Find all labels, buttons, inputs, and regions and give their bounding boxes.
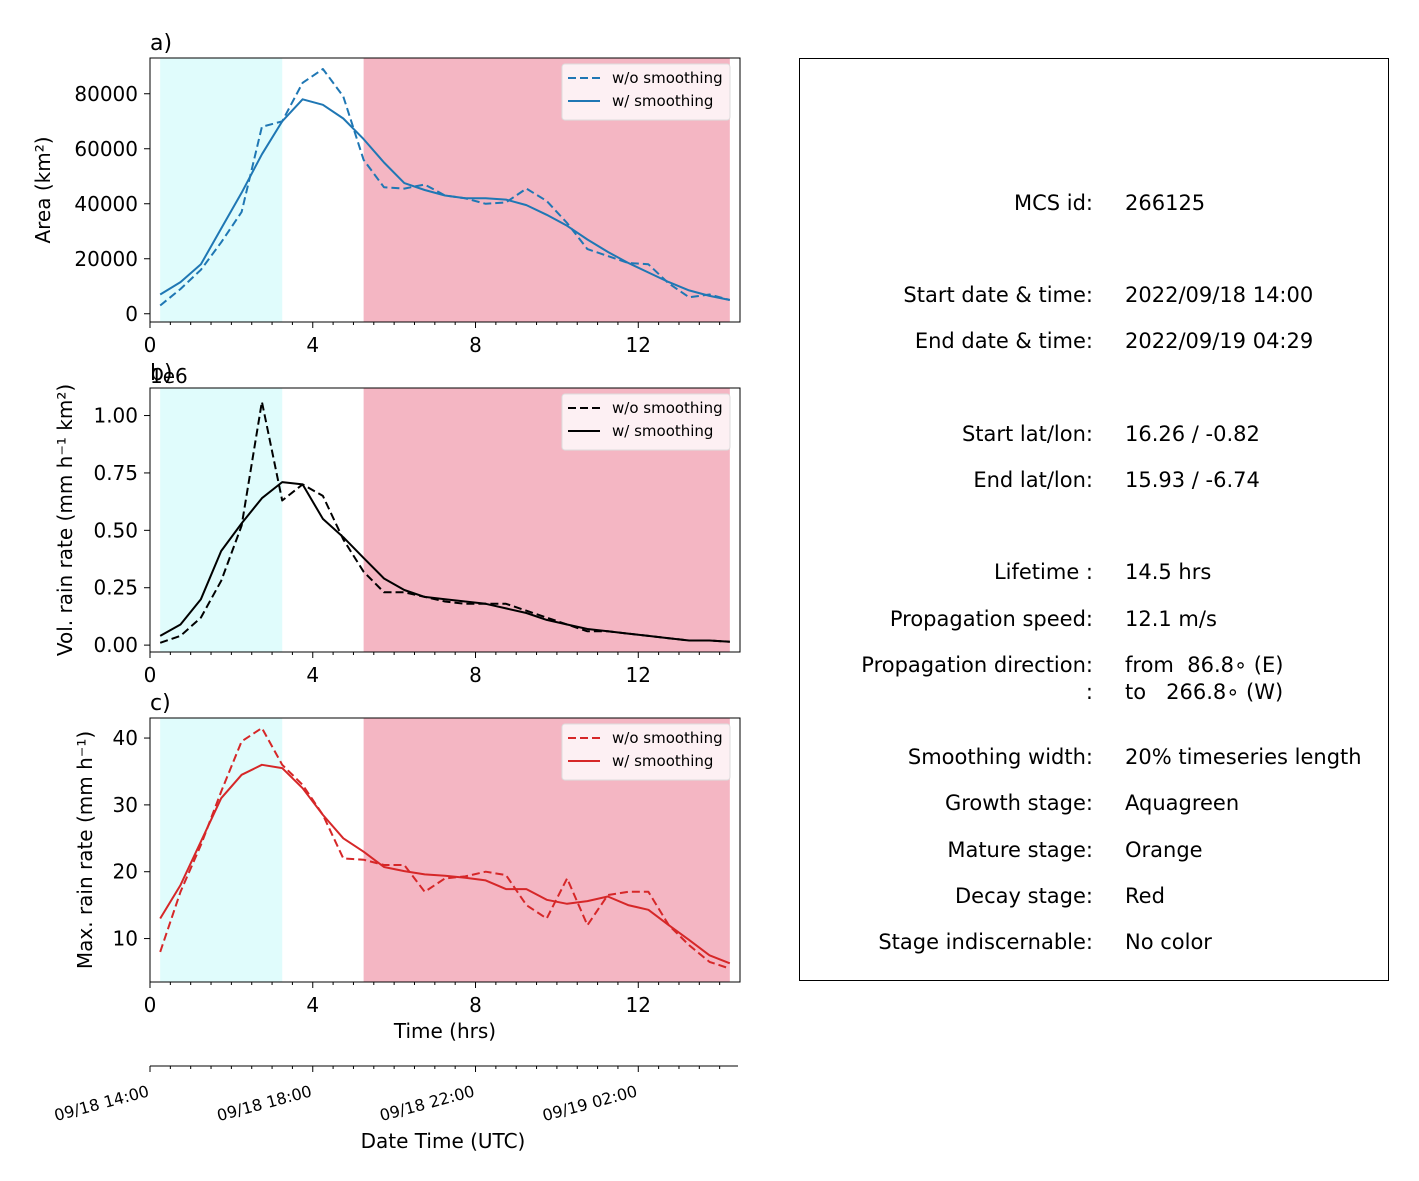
info-value: from 86.8∘ (E) (1125, 653, 1284, 677)
info-label: Smoothing width: (907, 745, 1093, 769)
series-line-smoothed (159, 98, 730, 301)
info-value: Red (1125, 884, 1165, 908)
datetime-axis: 09/18 14:00 09/18 18:00 09/18 22:00 09/19 0… (52, 1065, 738, 1153)
legend-label: w/o smoothing (612, 729, 723, 747)
info-label: Start date & time: (903, 283, 1093, 307)
info-label: MCS id: (1013, 191, 1093, 215)
y-axis-label: Max. rain rate (mm h⁻¹) (73, 731, 97, 969)
growth-stage-shade (160, 58, 283, 322)
x-tick-label: 0 (144, 663, 157, 687)
chart-panel-1: 0 20000 40000 60000 80000 0 4 8 12 a) Area (km²) w/… (31, 31, 741, 357)
y-tick-label: 0.25 (93, 576, 138, 600)
y-tick-label: 20 (113, 860, 138, 884)
mcs-info-panel: MCS id: 266125 Start date & time: 2022/0… (799, 58, 1389, 981)
info-label: End date & time: (914, 329, 1093, 353)
x-tick-label: 12 (626, 663, 651, 687)
y-tick-label: 60000 (74, 137, 138, 161)
series-line-raw (159, 68, 731, 307)
panel-label: b) (150, 361, 173, 386)
info-label: Mature stage: (947, 838, 1093, 862)
y-tick-label: 0.50 (93, 518, 138, 542)
panel-label: c) (150, 691, 171, 716)
growth-stage-shade (160, 718, 283, 982)
x-tick-label: 0 (144, 993, 157, 1017)
legend: w/o smoothing w/ smoothing (561, 63, 731, 121)
x-tick-label: 12 (626, 993, 651, 1017)
y-tick-label: 80000 (74, 82, 138, 106)
panel-label: a) (150, 31, 172, 56)
y-tick-label: 30 (113, 793, 138, 817)
info-label: End lat/lon: (973, 468, 1093, 492)
x-tick-label: 4 (306, 333, 319, 357)
x-axis-label: Time (hrs) (393, 1019, 496, 1043)
info-label: Growth stage: (944, 791, 1093, 815)
info-label: Propagation speed: (889, 607, 1093, 631)
info-value: Aquagreen (1125, 791, 1240, 815)
x-tick-label: 8 (469, 333, 482, 357)
legend-label: w/ smoothing (612, 422, 713, 440)
info-value: No color (1125, 930, 1212, 954)
legend-label: w/o smoothing (612, 399, 723, 417)
info-label: Lifetime : (993, 560, 1093, 584)
axis-offset-label: 1e6 (150, 364, 188, 388)
legend-box (561, 723, 731, 781)
info-value: 15.93 / -6.74 (1125, 468, 1260, 492)
legend-label: w/ smoothing (612, 752, 713, 770)
axes-frame (149, 717, 741, 983)
info-label: : (1085, 680, 1093, 704)
y-axis-label: Area (km²) (31, 136, 55, 243)
datetime-tick-label: 09/18 14:00 (52, 1082, 151, 1126)
growth-stage-shade (160, 388, 283, 652)
datetime-axis-label: Date Time (UTC) (361, 1129, 526, 1153)
x-tick-label: 4 (306, 993, 319, 1017)
legend-box (561, 393, 731, 451)
x-tick-label: 8 (469, 993, 482, 1017)
info-label: Propagation direction: (861, 653, 1093, 677)
info-value: 2022/09/18 14:00 (1125, 283, 1314, 307)
chart-panel-3: 10 20 30 40 0 4 8 12 c) Max. rain rate (mm h⁻¹) Ti… (73, 691, 741, 1043)
x-tick-label: 4 (306, 663, 319, 687)
info-value: Orange (1125, 838, 1203, 862)
x-tick-label: 12 (626, 333, 651, 357)
x-tick-label: 0 (144, 333, 157, 357)
datetime-tick-label: 09/18 18:00 (215, 1082, 314, 1126)
y-tick-label: 0 (125, 302, 138, 326)
axes-frame (149, 57, 741, 323)
x-tick-label: 8 (469, 663, 482, 687)
y-tick-label: 40 (113, 726, 138, 750)
legend-label: w/o smoothing (612, 69, 723, 87)
y-tick-label: 10 (113, 927, 138, 951)
y-tick-label: 40000 (74, 192, 138, 216)
info-value: 14.5 hrs (1125, 560, 1212, 584)
info-value: 16.26 / -0.82 (1125, 422, 1260, 446)
legend: w/o smoothing w/ smoothing (561, 723, 731, 781)
y-tick-label: 20000 (74, 247, 138, 271)
y-tick-label: 0.00 (93, 633, 138, 657)
y-tick-label: 0.75 (93, 461, 138, 485)
info-label: Start lat/lon: (961, 422, 1093, 446)
legend-label: w/ smoothing (612, 92, 713, 110)
axes-frame (149, 387, 741, 653)
chart-panel-2: 0.00 0.25 0.50 0.75 1.00 0 4 8 12 b)1e6 Vol. rain … (53, 361, 741, 687)
info-value: to 266.8∘ (W) (1125, 680, 1284, 704)
datetime-tick-label: 09/18 22:00 (378, 1082, 477, 1126)
legend: w/o smoothing w/ smoothing (561, 393, 731, 451)
info-value: 2022/09/19 04:29 (1125, 329, 1314, 353)
y-axis-label: Vol. rain rate (mm h⁻¹ km²) (53, 384, 77, 656)
series-line-raw (159, 727, 731, 970)
y-tick-label: 1.00 (93, 404, 138, 428)
series-line-smoothed (159, 763, 731, 965)
info-value: 20% timeseries length (1125, 745, 1362, 769)
info-value: 12.1 m/s (1125, 607, 1217, 631)
legend-box (561, 63, 731, 121)
datetime-tick-label: 09/19 02:00 (540, 1082, 639, 1126)
info-label: Stage indiscernable: (878, 930, 1093, 954)
series-line-smoothed (159, 481, 730, 643)
info-label: Decay stage: (955, 884, 1093, 908)
info-value: 266125 (1125, 191, 1206, 215)
